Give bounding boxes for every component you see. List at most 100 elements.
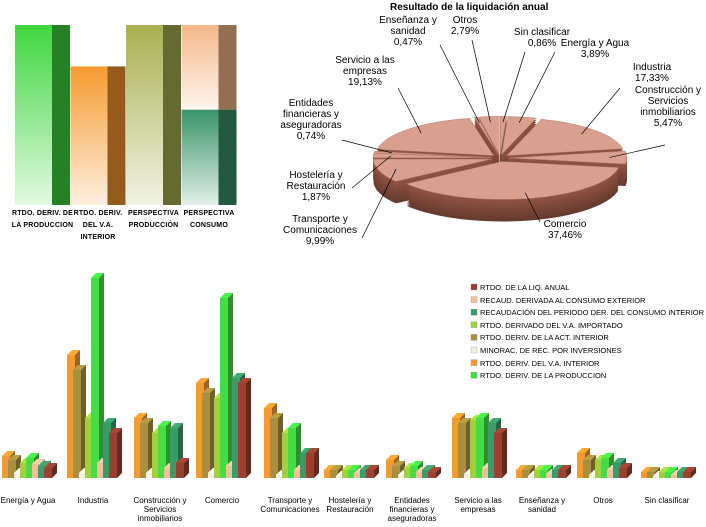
bar xyxy=(422,470,430,478)
bar xyxy=(276,475,284,478)
slice-value: 0,47% xyxy=(393,37,423,48)
bar xyxy=(270,418,278,478)
bar xyxy=(494,433,502,478)
bar xyxy=(589,475,597,478)
x-tick-label: Entidades financieras y aseguradoras xyxy=(387,496,437,523)
bar-top xyxy=(494,428,507,433)
bar-top xyxy=(26,453,39,458)
leader-line xyxy=(439,44,480,123)
leader-line xyxy=(397,87,422,134)
bar-side xyxy=(107,66,126,206)
bar-side xyxy=(81,365,86,478)
slice-label: Industria 17,33% xyxy=(622,62,682,84)
x-tick-label: Sin clasificar xyxy=(644,496,690,505)
pie-slice xyxy=(373,158,492,182)
bar-top xyxy=(176,458,189,463)
slice-label: Comercio 37,46% xyxy=(535,219,595,241)
x-tick-label: Construcción y Servicios inmobiliarios xyxy=(133,496,187,523)
leader-line xyxy=(609,144,666,158)
legend-label: RECAUDACIÓN DEL PERIODO DER. DEL CONSUMO… xyxy=(480,308,705,318)
legend-label: RTDO. DE LA LIQ. ANUAL xyxy=(480,283,570,292)
bar-side xyxy=(374,465,379,478)
bar-side xyxy=(218,109,237,205)
bar xyxy=(534,470,542,478)
bar-top xyxy=(91,273,104,278)
bar-top xyxy=(613,458,626,463)
bar xyxy=(232,378,240,478)
slice-label: Construcción y Servicios inmobiliarios 5,… xyxy=(628,85,706,129)
slice-name: Sin clasificar xyxy=(513,27,571,38)
bar xyxy=(583,460,591,478)
pie-slice xyxy=(376,118,494,156)
bar-top xyxy=(196,378,209,383)
bar-top xyxy=(73,365,86,370)
slice-name: Transporte y Comunicaciones xyxy=(283,214,357,236)
bar xyxy=(8,460,16,478)
bar-top xyxy=(522,465,535,470)
bar xyxy=(20,463,28,478)
slice-label: Hostelería y Restauración 1,87% xyxy=(276,170,356,203)
bar-top xyxy=(32,459,45,464)
bar-side xyxy=(148,418,153,478)
bar-side xyxy=(228,293,233,478)
slice-label: Entidades financieras y aseguradoras 0,74… xyxy=(271,98,351,142)
bar xyxy=(476,418,484,478)
bar-top xyxy=(366,465,379,470)
slice-name: Servicio a las empresas xyxy=(335,55,395,77)
bar xyxy=(85,418,93,478)
bar-top xyxy=(134,413,147,418)
bar xyxy=(360,470,368,478)
slice-label: Enseñanza y sanidad 0,47% xyxy=(378,15,438,48)
x-tick-label: Otros xyxy=(593,496,613,505)
bar xyxy=(32,464,40,478)
leader-line xyxy=(471,39,491,123)
bar-side xyxy=(52,25,70,205)
legend-label: RECAUD. DERIVADA AL CONSUMO EXTERIOR xyxy=(480,295,646,305)
x-tick-label: Transporte y Comunicaciones xyxy=(260,496,320,514)
bar xyxy=(607,470,615,478)
bar-top xyxy=(348,465,361,470)
bar-side xyxy=(99,273,104,478)
bar xyxy=(342,470,350,478)
legend-swatch xyxy=(470,296,478,303)
bar xyxy=(613,463,621,478)
bar-top xyxy=(452,413,465,418)
bar-top xyxy=(170,423,183,428)
bar xyxy=(2,456,10,478)
bar-top xyxy=(428,467,441,472)
bar xyxy=(354,473,362,478)
bar-side xyxy=(163,25,181,205)
bar xyxy=(288,428,296,478)
bar xyxy=(176,463,184,478)
pie-side xyxy=(474,121,499,159)
bar-top xyxy=(202,388,215,393)
bar xyxy=(306,453,314,478)
bar xyxy=(202,393,210,478)
bar-top xyxy=(386,455,399,460)
pie-slice xyxy=(372,153,492,159)
bar-top xyxy=(558,465,571,470)
legend-swatch xyxy=(470,334,478,341)
legend-swatch xyxy=(470,309,478,316)
bar-shine xyxy=(70,66,108,206)
x-tick-label: PERSPECTIVA CONSUMO xyxy=(183,210,235,229)
bar xyxy=(300,453,308,478)
bar xyxy=(79,473,87,478)
x-tick-label: RTDO. DERIV. DEL V.A. INTERIOR xyxy=(73,210,123,241)
bar-side xyxy=(296,423,301,478)
bar xyxy=(458,423,466,478)
bar-top xyxy=(306,448,319,453)
bar xyxy=(366,470,374,478)
bar xyxy=(577,453,585,478)
pie-side xyxy=(474,123,499,161)
slice-name: Enseñanza y sanidad xyxy=(379,15,437,37)
bar-side xyxy=(314,448,319,478)
slice-name: Hostelería y Restauración xyxy=(286,170,346,192)
bar xyxy=(546,474,554,478)
pie-slice xyxy=(506,119,624,156)
bar-top xyxy=(601,453,614,458)
bar xyxy=(404,468,412,478)
bar xyxy=(392,466,400,478)
